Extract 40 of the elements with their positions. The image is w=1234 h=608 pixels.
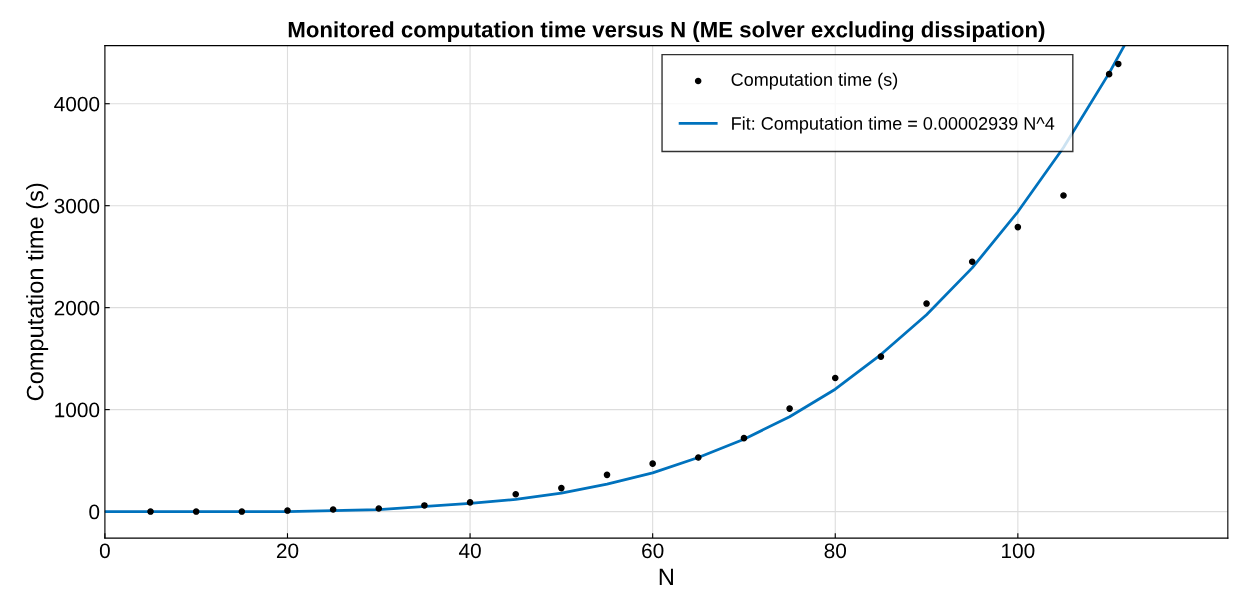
y-tick-label: 4000 [54, 96, 100, 112]
point [284, 507, 291, 514]
legend-label: Computation time (s) [731, 72, 898, 90]
point [238, 508, 246, 515]
point [923, 300, 930, 307]
x-tick-label: 80 [824, 543, 847, 559]
legend-label: Fit: Computation time = 0.00002939 N^4 [732, 116, 1055, 134]
x-tick-label: 100 [1002, 543, 1035, 559]
point [147, 508, 154, 515]
point [649, 460, 656, 467]
point [1114, 60, 1122, 68]
x-tick-label: 0 [99, 543, 110, 559]
point [603, 471, 611, 479]
point [968, 258, 976, 266]
point [695, 454, 702, 461]
point [466, 499, 474, 506]
point [329, 506, 337, 513]
point [1060, 192, 1067, 199]
line-series [104, 45, 1126, 513]
y-tick-label: 2000 [54, 300, 100, 316]
point [831, 374, 839, 382]
point [877, 353, 885, 360]
point [1014, 223, 1022, 231]
point [375, 505, 383, 512]
x-axis-title: N [659, 568, 673, 586]
x-tick-label: 60 [642, 543, 664, 559]
point [1105, 70, 1113, 78]
y-tick-label: 0 [89, 504, 100, 520]
y-axis-title: Computation time (s) [26, 183, 49, 401]
point [512, 490, 520, 498]
x-tick-label: 40 [458, 543, 481, 559]
point [558, 484, 565, 492]
point [192, 508, 200, 515]
y-tick-label: 1000 [55, 402, 100, 418]
chart-title: Monitored computation time versus N (ME solver excluding dissipation) [288, 21, 1045, 42]
y-tick-label: 3000 [54, 198, 100, 214]
point [421, 502, 428, 509]
x-tick-label: 20 [276, 543, 299, 559]
point [786, 405, 793, 412]
point [740, 434, 748, 442]
